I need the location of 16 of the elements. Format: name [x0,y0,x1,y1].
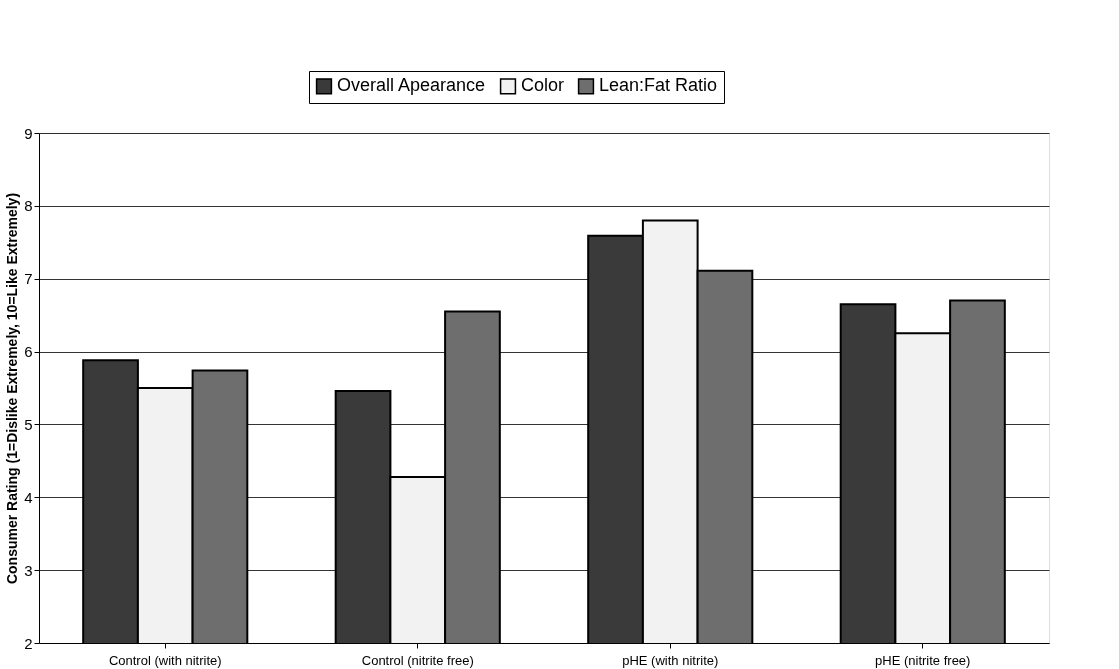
legend-label: Color [521,75,565,96]
y-tick-label: 9 [24,124,33,142]
x-tick-label: pHE (with nitrite) [622,652,719,668]
x-tick-label: Control (with nitrite) [108,652,222,668]
y-tick-label: 7 [24,270,33,288]
x-tick-label: pHE (nitrite free) [875,652,971,668]
y-tick-label: 6 [24,343,33,361]
legend-label: Overall Apearance [337,75,486,96]
y-tick-label: 8 [24,197,33,215]
y-tick-label: 2 [24,634,33,652]
y-tick-label: 4 [24,488,33,506]
y-tick-label: 3 [24,561,33,579]
x-tick-label: Control (nitrite free) [361,652,474,668]
y-tick-label: 5 [24,415,33,433]
legend-label: Lean:Fat Ratio [599,75,718,96]
y-axis-title: Consumer Rating (1=Dislike Extremely, 10=Like Extremely) [4,192,21,585]
